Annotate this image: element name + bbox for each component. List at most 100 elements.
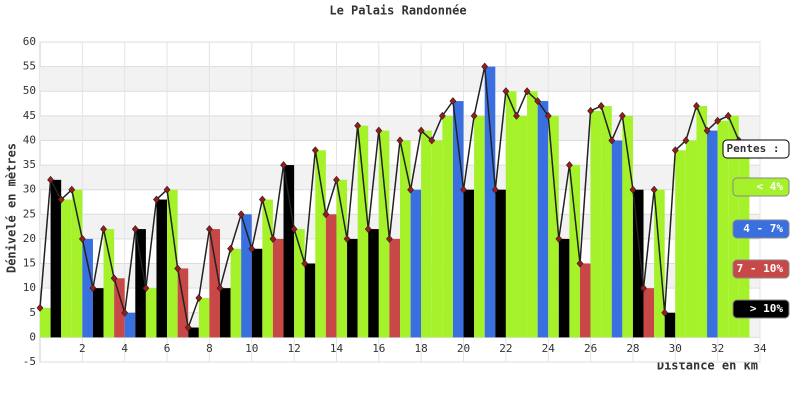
profile-marker	[68, 185, 76, 194]
profile-bar	[442, 115, 453, 338]
profile-marker	[248, 244, 256, 253]
y-tick-label: 15	[23, 257, 36, 270]
profile-marker	[449, 97, 457, 106]
legend-label: 7 - 10%	[737, 262, 784, 275]
profile-bar	[495, 189, 506, 338]
profile-marker	[491, 185, 499, 194]
profile-bar	[347, 238, 358, 338]
y-axis-title: Dénivelé en mètres	[5, 143, 19, 273]
y-tick-label: 50	[23, 84, 36, 97]
profile-bar	[294, 229, 305, 338]
profile-marker	[724, 111, 732, 120]
profile-marker	[153, 195, 160, 204]
profile-bar	[675, 150, 686, 338]
profile-marker	[460, 185, 467, 194]
profile-bar	[40, 307, 51, 338]
x-tick-label: 12	[287, 342, 300, 355]
y-tick-label: 60	[23, 35, 36, 48]
profile-marker	[534, 97, 542, 106]
profile-marker	[195, 294, 203, 302]
profile-bar	[283, 165, 295, 338]
profile-marker	[206, 225, 213, 234]
profile-marker	[78, 234, 86, 243]
y-tick-label: 30	[23, 183, 36, 196]
profile-marker	[142, 284, 150, 293]
profile-bar	[410, 189, 422, 338]
x-tick-label: 18	[415, 342, 428, 355]
profile-marker	[481, 62, 489, 71]
profile-bar	[177, 268, 189, 338]
profile-marker	[184, 323, 192, 332]
profile-marker	[693, 102, 700, 110]
profile-bar	[357, 125, 369, 338]
profile-bar	[198, 298, 210, 338]
profile-bar	[156, 199, 168, 338]
profile-marker	[629, 185, 637, 194]
profile-bar	[230, 248, 242, 338]
profile-marker	[364, 225, 372, 234]
grid-band	[40, 115, 760, 141]
profile-bar	[717, 120, 729, 338]
legend-label: 4 - 7%	[743, 222, 783, 235]
x-tick-label: 2	[79, 342, 86, 355]
x-tick-label: 34	[753, 342, 767, 355]
profile-marker	[502, 87, 510, 96]
profile-marker	[290, 225, 298, 234]
chart-title: Le Palais Randonnée	[329, 4, 466, 18]
x-tick-label: 16	[372, 342, 385, 355]
profile-bar	[452, 101, 464, 338]
profile-bar	[209, 229, 220, 338]
profile-bar	[632, 189, 644, 338]
y-tick-label: 40	[23, 133, 36, 146]
profile-marker	[650, 185, 658, 194]
profile-bar	[580, 263, 591, 338]
profile-bar	[431, 140, 443, 338]
profile-bar	[378, 130, 390, 338]
profile-bar	[103, 229, 115, 338]
y-tick-label: 25	[23, 207, 36, 220]
profile-marker	[597, 102, 605, 110]
legend-label: < 4%	[757, 180, 784, 193]
profile-marker	[703, 126, 711, 135]
profile-marker	[280, 161, 287, 170]
legend-swatch	[732, 177, 790, 197]
profile-marker	[566, 161, 573, 170]
profile-marker	[163, 185, 171, 194]
profile-bar	[738, 140, 750, 338]
profile-bar	[622, 115, 633, 338]
profile-marker	[544, 111, 552, 120]
profile-bar	[654, 189, 665, 338]
profile-bar	[167, 189, 178, 338]
x-tick-label: 24	[542, 342, 556, 355]
profile-bar	[421, 130, 432, 338]
profile-marker	[417, 126, 425, 135]
x-tick-label: 26	[584, 342, 597, 355]
profile-marker	[57, 195, 65, 204]
grid-band	[40, 66, 760, 92]
profile-marker	[608, 136, 616, 145]
y-tick-label: 55	[23, 60, 36, 73]
profile-bar	[527, 91, 538, 338]
profile-bar	[696, 106, 708, 338]
profile-bar	[241, 214, 252, 338]
profile-marker	[354, 121, 362, 130]
profile-marker	[216, 284, 224, 293]
profile-marker	[396, 136, 404, 145]
profile-marker	[47, 175, 54, 184]
legend-swatch	[732, 219, 790, 239]
profile-bar	[82, 238, 93, 338]
x-tick-label: 14	[330, 342, 344, 355]
profile-marker	[100, 225, 107, 234]
profile-bar	[558, 238, 570, 338]
profile-marker	[618, 111, 626, 120]
profile-marker	[311, 146, 319, 155]
profile-bar	[664, 312, 676, 338]
profile-marker	[513, 111, 520, 120]
profile-bar	[611, 140, 623, 338]
profile-marker	[438, 111, 446, 120]
y-tick-label: 10	[23, 281, 36, 294]
profile-bar	[537, 101, 549, 338]
profile-bar	[685, 140, 697, 338]
profile-bar	[114, 278, 125, 338]
